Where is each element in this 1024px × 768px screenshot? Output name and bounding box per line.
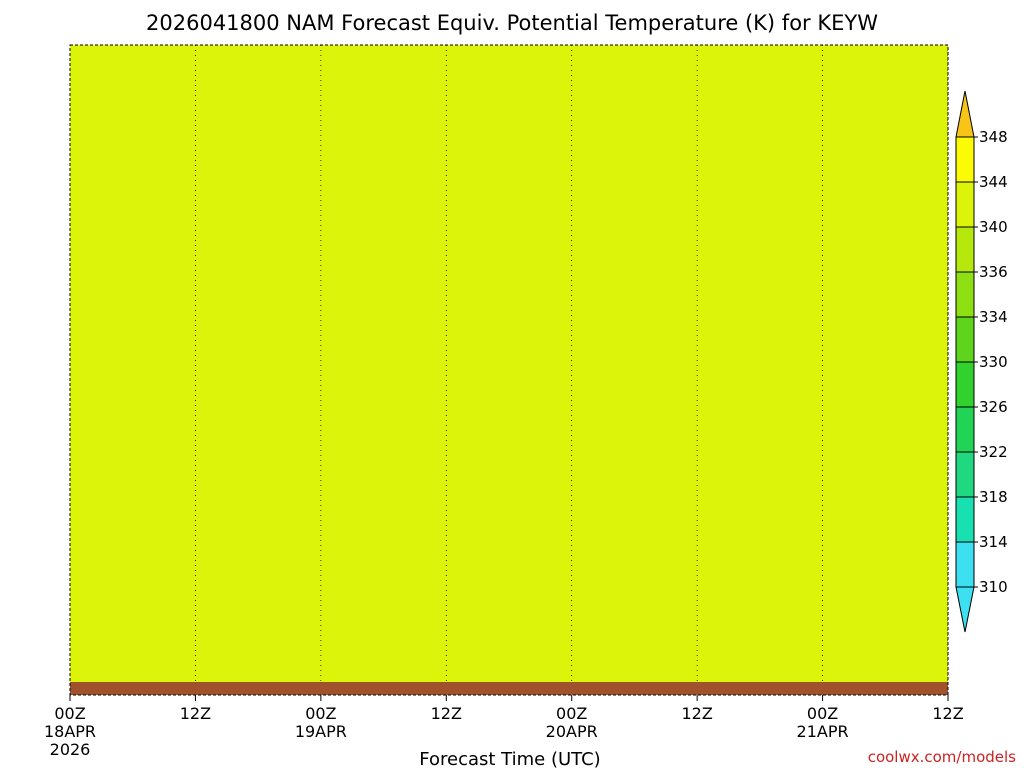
colorbar-label: 340: [979, 218, 1008, 236]
color-band: [70, 45, 948, 695]
plot-frame: [69, 44, 949, 696]
color-bands: [70, 45, 948, 695]
colorbar-arrow-top: [955, 90, 975, 138]
colorbar-label: 310: [979, 578, 1008, 596]
colorbar-label: 318: [979, 488, 1008, 506]
plot-area: 3403403403363323323323283283283283243243…: [70, 45, 948, 695]
colorbar-label: 322: [979, 443, 1008, 461]
colorbar-arrow-bottom: [955, 586, 975, 633]
x-tick-label: 12Z: [431, 704, 462, 723]
chart-title: 2026041800 NAM Forecast Equiv. Potential…: [146, 11, 878, 35]
x-tick-label: 00Z: [556, 704, 587, 723]
colorbar-label: 348: [979, 128, 1008, 146]
colorbar-segment: [955, 541, 975, 588]
colorbar-label: 314: [979, 533, 1008, 551]
credit-link[interactable]: coolwx.com/models: [868, 748, 1016, 766]
x-tick-label: 12Z: [180, 704, 211, 723]
colorbar-segment: [955, 136, 975, 183]
colorbar-label: 344: [979, 173, 1008, 191]
colorbar-segment: [955, 496, 975, 543]
colorbar-segment: [955, 316, 975, 363]
colorbar-segment: [955, 361, 975, 408]
colorbar-label: 334: [979, 308, 1008, 326]
x-tick-date: 20APR: [546, 722, 598, 741]
colorbar-segment: [955, 181, 975, 228]
x-tick-date: 18APR: [44, 722, 96, 741]
x-tick-year: 2026: [50, 740, 91, 759]
x-tick-label: 00Z: [54, 704, 85, 723]
gridlines: [70, 45, 948, 695]
x-axis-label: Forecast Time (UTC): [419, 749, 600, 768]
colorbar-segment: [955, 271, 975, 318]
colorbar: 348 344 340 336 334 330 326 322 318 314 310: [955, 90, 1008, 633]
ground-strip: [70, 682, 948, 695]
x-tick-label: 00Z: [807, 704, 838, 723]
x-tick-label: 12Z: [932, 704, 963, 723]
colorbar-segment: [955, 451, 975, 498]
x-tick-label: 00Z: [305, 704, 336, 723]
colorbar-label: 330: [979, 353, 1008, 371]
colorbar-label: 326: [979, 398, 1008, 416]
x-tick-date: 19APR: [295, 722, 347, 741]
colorbar-segment: [955, 226, 975, 273]
x-tick-label: 12Z: [681, 704, 712, 723]
x-tick-date: 21APR: [797, 722, 849, 741]
colorbar-segment: [955, 406, 975, 453]
colorbar-label: 336: [979, 263, 1008, 281]
